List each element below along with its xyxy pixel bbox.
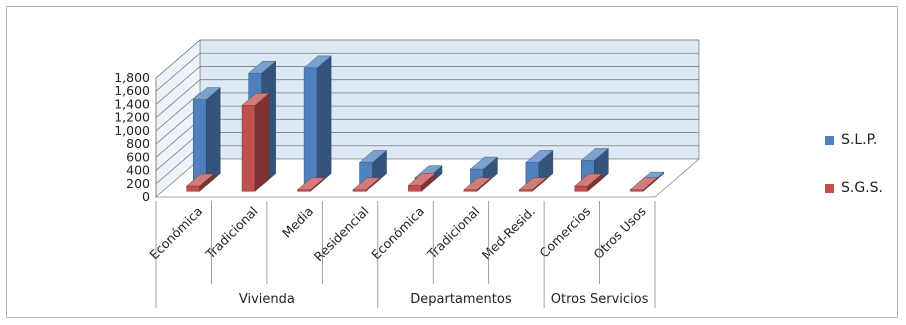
gridline-side xyxy=(155,145,201,185)
legend-label-sgs: S.G.S. xyxy=(841,180,883,196)
gridline-side xyxy=(155,105,201,145)
gridline-side xyxy=(155,39,201,79)
group-label: Otros Servicios xyxy=(551,292,649,307)
group-label: Vivienda xyxy=(239,292,295,307)
bar-top xyxy=(574,173,603,187)
bar-top xyxy=(469,156,499,170)
gridline-side xyxy=(155,52,201,92)
y-tick-label: 1,200 xyxy=(114,110,150,125)
bar-top xyxy=(358,150,388,163)
chart-legend: S.L.P. S.G.S. xyxy=(825,130,883,226)
bar-side xyxy=(205,87,221,187)
x-tick-label: Comercios xyxy=(536,204,593,261)
gridline-side xyxy=(155,132,201,171)
bar-front xyxy=(408,185,422,192)
gridline-side xyxy=(155,119,201,158)
x-tick-label: Tradicional xyxy=(424,204,483,263)
bar-top xyxy=(518,177,547,191)
gridline-side xyxy=(155,92,201,132)
bar-top xyxy=(407,173,437,186)
x-tick-label: Tradicional xyxy=(202,204,261,263)
bar-side xyxy=(316,55,332,187)
y-tick-label: 400 xyxy=(126,163,150,178)
bar-front xyxy=(574,185,588,192)
y-tick-label: 1,600 xyxy=(114,83,150,98)
y-tick-label: 200 xyxy=(126,176,150,191)
gridline-side xyxy=(155,66,201,105)
legend-swatch-slp xyxy=(825,135,834,145)
group-label: Departamentos xyxy=(410,292,512,307)
bar-top xyxy=(192,87,221,100)
x-tick-label: Económica xyxy=(368,204,427,263)
y-tick-label: 600 xyxy=(126,149,150,164)
x-tick-label: Económica xyxy=(146,204,205,263)
bar-top xyxy=(580,148,609,161)
bar-top xyxy=(525,150,554,163)
legend-swatch-sgs xyxy=(825,183,834,193)
y-tick-label: 1,000 xyxy=(114,123,150,138)
bar-top xyxy=(247,60,277,74)
legend-label-slp: S.L.P. xyxy=(841,132,878,148)
y-tick-label: 1,400 xyxy=(114,96,150,111)
y-tick-label: 1,800 xyxy=(114,70,150,85)
bar-top xyxy=(303,55,332,69)
y-tick-label: 0 xyxy=(142,189,150,204)
y-tick-label: 800 xyxy=(126,136,150,151)
legend-item-slp: S.L.P. xyxy=(825,130,883,150)
bar-top xyxy=(463,177,492,191)
legend-item-sgs: S.G.S. xyxy=(825,178,883,198)
bar-side xyxy=(254,92,270,192)
bar-front xyxy=(186,185,200,192)
bar-top xyxy=(629,177,658,191)
bar-front xyxy=(303,67,318,186)
bar-top xyxy=(296,177,326,191)
x-tick-label: Media xyxy=(279,204,316,241)
bar-front xyxy=(241,105,256,192)
bar-top xyxy=(352,177,381,191)
bar-top xyxy=(241,93,270,106)
x-tick-label: Med-Resid. xyxy=(479,204,538,263)
x-tick-label: Residencial xyxy=(311,204,372,265)
bar-front xyxy=(192,99,207,186)
gridline-side xyxy=(155,79,201,118)
bar-top xyxy=(185,173,215,187)
